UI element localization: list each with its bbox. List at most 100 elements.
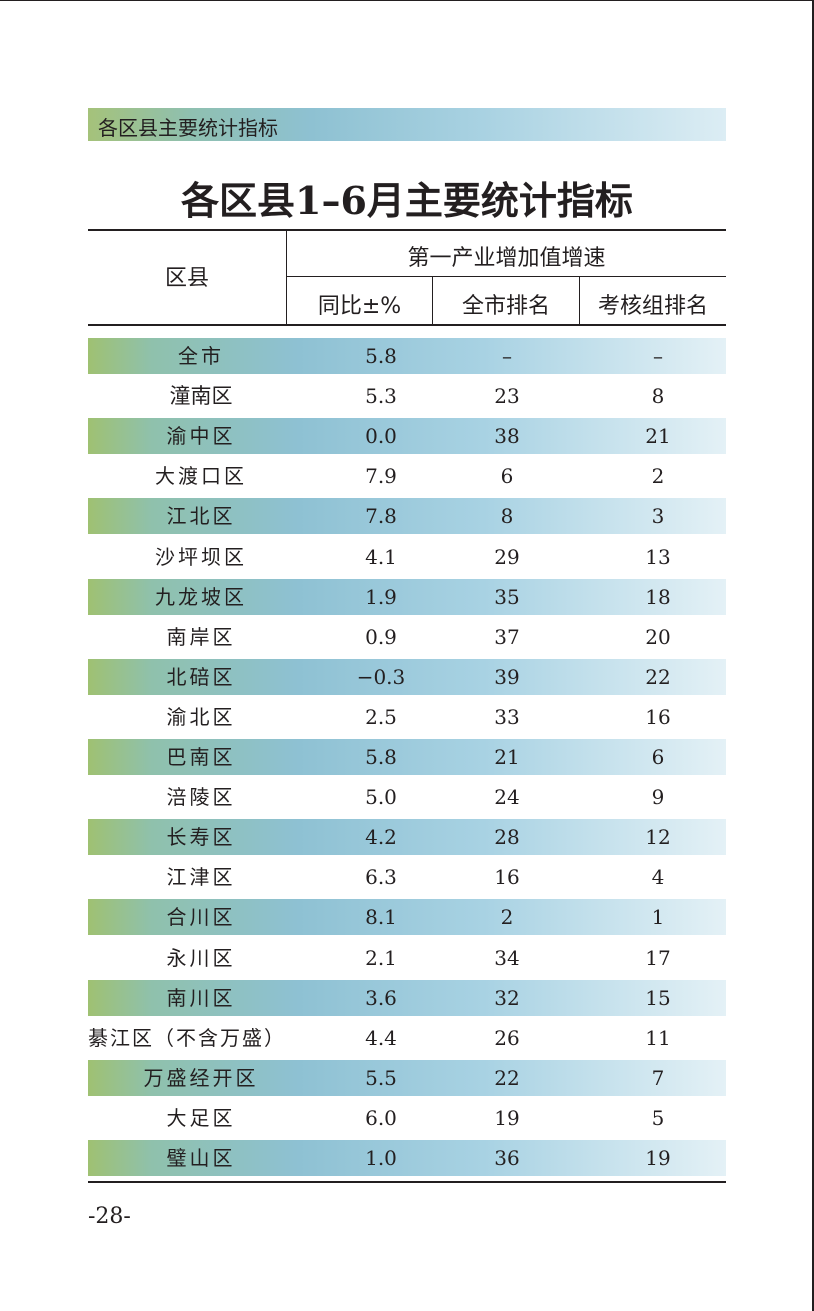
yoy-growth-cell: 2.5 — [365, 705, 397, 729]
city-rank-cell: 6 — [500, 464, 514, 488]
city-rank-cell: 37 — [494, 625, 520, 649]
group-rank-cell: 18 — [645, 585, 671, 609]
city-rank-cell: 35 — [494, 585, 520, 609]
district-name-cell: 綦江区（不含万盛） — [88, 1026, 286, 1050]
header-district: 区县 — [164, 266, 209, 291]
city-rank-cell: 23 — [494, 384, 520, 408]
district-name-cell: 合川区 — [166, 905, 236, 929]
header-group-rank: 考核组排名 — [597, 294, 708, 319]
district-name-cell: 九龙坡区 — [155, 585, 247, 609]
table-row: 涪陵区 5.0 24 9 — [88, 779, 726, 815]
yoy-growth-cell: 5.8 — [365, 745, 397, 769]
header-city-rank: 全市排名 — [461, 294, 550, 319]
table-row: 长寿区 4.2 28 12 — [88, 819, 726, 855]
header-divider-rule — [287, 276, 726, 277]
table-row: 江津区 6.3 16 4 — [88, 859, 726, 895]
city-rank-cell: 26 — [494, 1026, 520, 1050]
group-rank-cell: 17 — [645, 946, 671, 970]
district-name-cell: 璧山区 — [166, 1146, 236, 1170]
table-row: 大渡口区 7.9 6 2 — [88, 458, 726, 494]
table-row: 大足区 6.0 19 5 — [88, 1100, 726, 1136]
district-name-cell: 江津区 — [166, 865, 236, 889]
district-name-cell: 永川区 — [166, 946, 236, 970]
district-name-cell: 涪陵区 — [166, 785, 236, 809]
table-row: 合川区 8.1 2 1 — [88, 899, 726, 935]
yoy-growth-cell: 4.2 — [365, 825, 397, 849]
city-rank-cell: 24 — [494, 785, 520, 809]
group-rank-cell: 5 — [651, 1106, 665, 1130]
district-name-cell: 大足区 — [166, 1106, 236, 1130]
yoy-growth-cell: 0.0 — [365, 424, 397, 448]
district-name-cell: 全市 — [178, 344, 224, 368]
city-rank-cell: 8 — [500, 504, 514, 528]
column-rule-2 — [432, 277, 433, 325]
group-rank-cell: 7 — [651, 1066, 665, 1090]
header-bottom-rule — [88, 324, 726, 326]
district-name-cell: 万盛经开区 — [143, 1066, 259, 1090]
district-name-cell: 南川区 — [166, 986, 236, 1010]
district-name-cell: 潼南区 — [169, 384, 233, 408]
group-rank-cell: 16 — [645, 705, 671, 729]
yoy-growth-cell: 4.1 — [365, 545, 397, 569]
table-row: 綦江区（不含万盛） 4.4 26 11 — [88, 1020, 726, 1056]
yoy-growth-cell: 5.0 — [365, 785, 397, 809]
yoy-growth-cell: 8.1 — [365, 905, 397, 929]
district-name-cell: 渝北区 — [166, 705, 236, 729]
city-rank-cell: 22 — [494, 1066, 520, 1090]
group-rank-cell: 19 — [645, 1146, 671, 1170]
city-rank-cell: 33 — [494, 705, 520, 729]
yoy-growth-cell: 4.4 — [365, 1026, 397, 1050]
city-rank-cell: 36 — [494, 1146, 520, 1170]
page-number: -28- — [88, 1204, 131, 1229]
city-rank-cell: 19 — [494, 1106, 520, 1130]
yoy-growth-cell: 1.9 — [365, 585, 397, 609]
district-name-cell: 长寿区 — [166, 825, 236, 849]
group-rank-cell: 22 — [645, 665, 671, 689]
group-rank-cell: 6 — [651, 745, 665, 769]
table-row: 南川区 3.6 32 15 — [88, 980, 726, 1016]
table-row: 南岸区 0.9 37 20 — [88, 619, 726, 655]
column-rule-3 — [579, 277, 580, 325]
yoy-growth-cell: −0.3 — [356, 665, 406, 689]
city-rank-cell: 28 — [494, 825, 520, 849]
yoy-growth-cell: 1.0 — [365, 1146, 397, 1170]
yoy-growth-cell: 5.5 — [365, 1066, 397, 1090]
table-row: 全市 5.8 – – — [88, 338, 726, 374]
group-rank-cell: 11 — [645, 1026, 671, 1050]
table-row: 巴南区 5.8 21 6 — [88, 739, 726, 775]
header-yoy: 同比±% — [317, 294, 402, 319]
group-rank-cell: 9 — [651, 785, 665, 809]
city-rank-cell: 38 — [494, 424, 520, 448]
group-rank-cell: 20 — [645, 625, 671, 649]
yoy-growth-cell: 5.8 — [365, 344, 397, 368]
table-bottom-rule — [88, 1181, 726, 1183]
yoy-growth-cell: 3.6 — [365, 986, 397, 1010]
table-row: 万盛经开区 5.5 22 7 — [88, 1060, 726, 1096]
page-title: 各区县1–6月主要统计指标 — [181, 178, 633, 223]
group-rank-cell: 21 — [645, 424, 671, 448]
group-rank-cell: 2 — [651, 464, 665, 488]
table-row: 沙坪坝区 4.1 29 13 — [88, 539, 726, 575]
table-top-rule — [88, 229, 726, 231]
district-name-cell: 江北区 — [166, 504, 236, 528]
group-rank-cell: 12 — [645, 825, 671, 849]
city-rank-cell: 34 — [494, 946, 520, 970]
city-rank-cell: 21 — [494, 745, 520, 769]
district-name-cell: 沙坪坝区 — [155, 545, 247, 569]
section-banner-label: 各区县主要统计指标 — [98, 116, 278, 140]
group-rank-cell: 8 — [651, 384, 665, 408]
group-rank-cell: 1 — [651, 905, 665, 929]
group-rank-cell: 15 — [645, 986, 671, 1010]
group-rank-cell: 3 — [651, 504, 665, 528]
yoy-growth-cell: 6.3 — [365, 865, 397, 889]
header-primary-industry-growth: 第一产业增加值增速 — [407, 246, 606, 271]
city-rank-cell: 32 — [494, 986, 520, 1010]
page-border-top — [0, 0, 814, 1]
group-rank-cell: 4 — [651, 865, 665, 889]
district-name-cell: 南岸区 — [166, 625, 236, 649]
table-row: 九龙坡区 1.9 35 18 — [88, 579, 726, 615]
city-rank-cell: 29 — [494, 545, 520, 569]
table-row: 渝北区 2.5 33 16 — [88, 699, 726, 735]
yoy-growth-cell: 2.1 — [365, 946, 397, 970]
district-name-cell: 大渡口区 — [155, 464, 247, 488]
